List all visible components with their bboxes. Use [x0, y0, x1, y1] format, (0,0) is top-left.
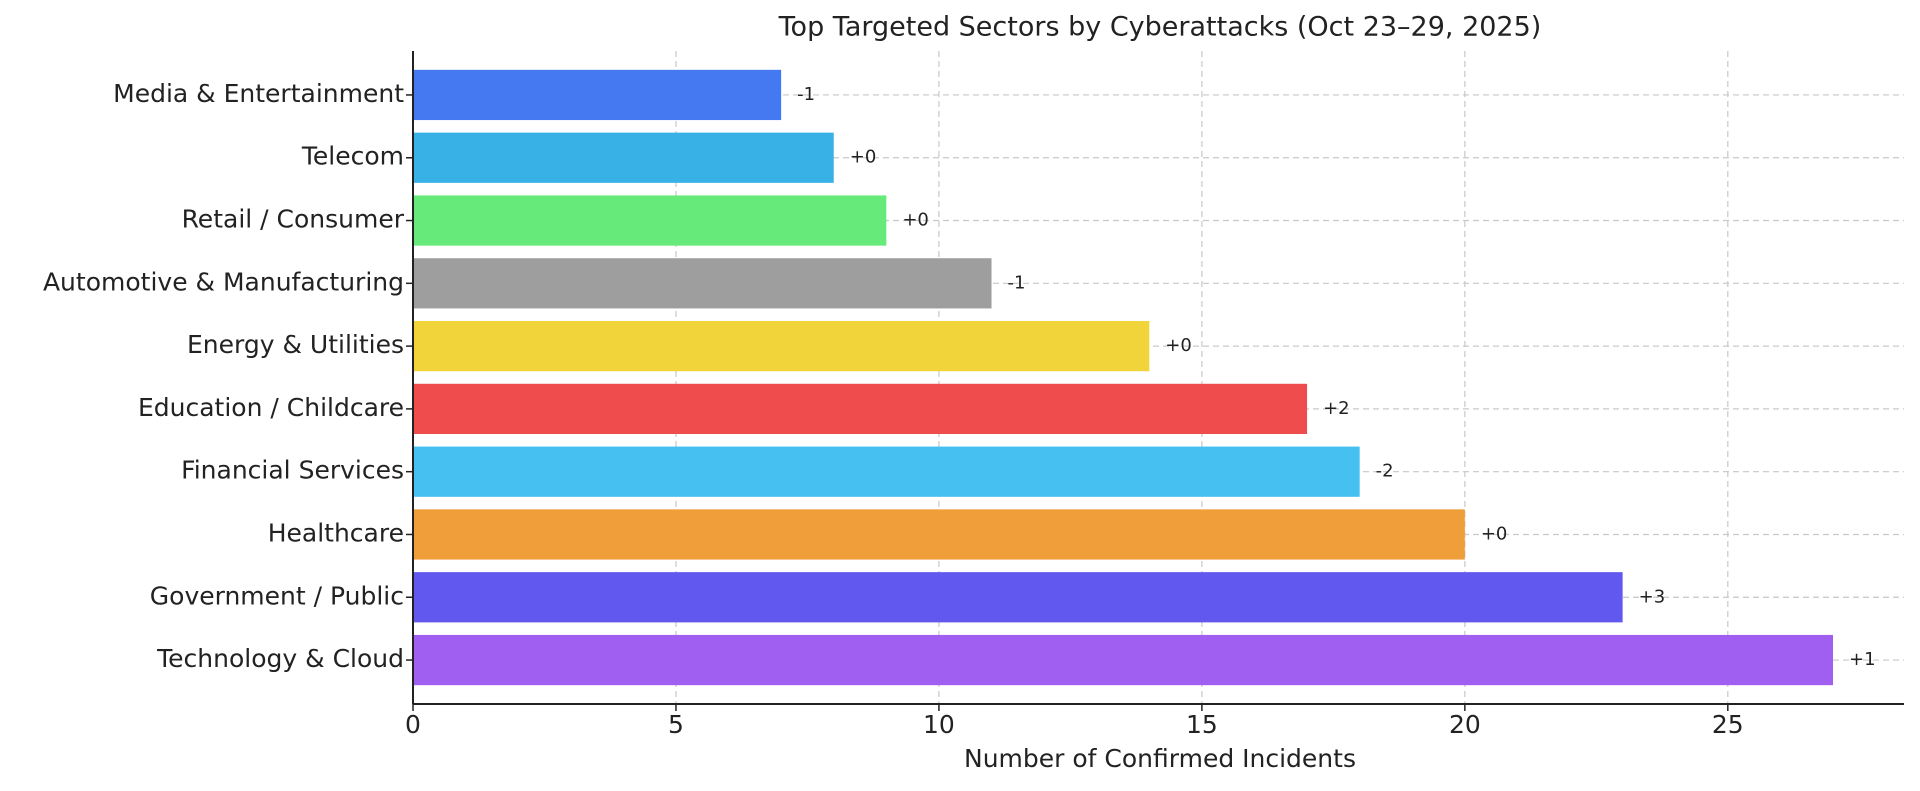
bar-annotation: +0: [850, 147, 877, 168]
y-tick-label: Financial Services: [181, 456, 404, 485]
y-tick-label: Technology & Cloud: [156, 644, 404, 673]
x-tick-label: 15: [1186, 710, 1218, 739]
bar: [413, 132, 834, 183]
bar-annotation: -1: [797, 84, 815, 105]
x-tick-label: 10: [923, 710, 955, 739]
bar: [413, 195, 887, 246]
bar: [413, 509, 1465, 560]
x-tick-label: 5: [668, 710, 684, 739]
y-tick-label: Telecom: [301, 142, 404, 171]
chart-title: Top Targeted Sectors by Cyberattacks (Oc…: [778, 12, 1542, 43]
y-tick-label: Healthcare: [268, 518, 404, 547]
bar: [413, 446, 1360, 497]
bar-annotation: +1: [1849, 649, 1876, 670]
bar: [413, 258, 992, 309]
bar: [413, 320, 1150, 372]
bar: [413, 572, 1623, 623]
bar-annotation: +2: [1323, 398, 1350, 419]
bar-annotation: +0: [902, 210, 929, 231]
y-tick-label: Retail / Consumer: [182, 205, 405, 234]
y-tick-label: Education / Childcare: [138, 393, 404, 422]
bar: [413, 634, 1833, 686]
y-tick-label: Media & Entertainment: [113, 79, 404, 108]
y-tick-label: Energy & Utilities: [187, 330, 404, 359]
x-tick-label: 20: [1449, 710, 1481, 739]
bar-annotation: +0: [1481, 523, 1508, 544]
bar-annotation: -2: [1376, 461, 1394, 482]
bar: [413, 383, 1308, 435]
bar-annotation: +0: [1165, 335, 1192, 356]
x-tick-label: 25: [1712, 710, 1744, 739]
x-tick-label: 0: [405, 710, 421, 739]
bar: [413, 69, 782, 121]
bar-annotation: -1: [1008, 272, 1026, 293]
bar-annotation: +3: [1639, 586, 1666, 607]
y-tick-label: Automotive & Manufacturing: [43, 267, 404, 296]
y-tick-label: Government / Public: [150, 581, 404, 610]
x-axis-label: Number of Confirmed Incidents: [964, 744, 1356, 773]
